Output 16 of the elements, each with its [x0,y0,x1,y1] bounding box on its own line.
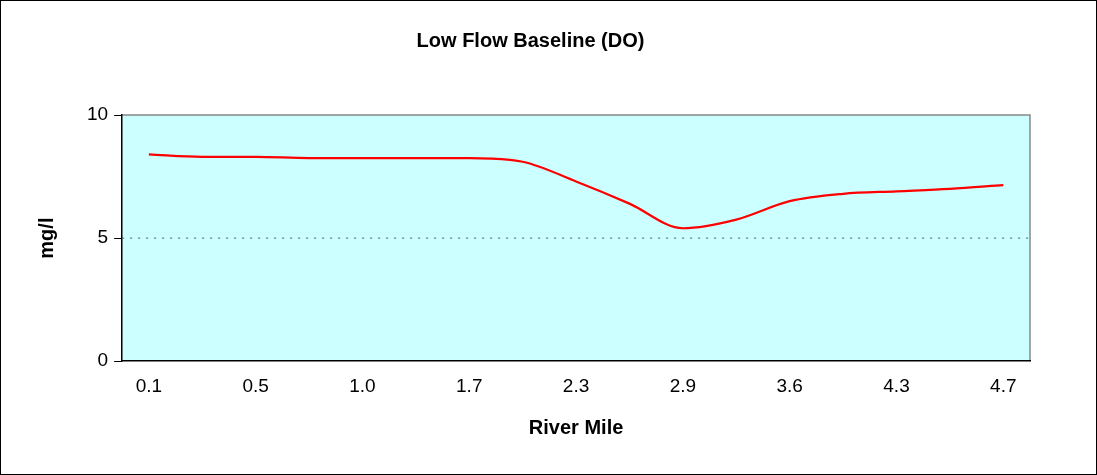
x-tick-label: 4.3 [883,374,910,396]
chart-title: Low Flow Baseline (DO) [416,28,645,51]
x-tick-label: 2.9 [669,374,697,396]
y-tick-label: 10 [86,103,109,125]
x-axis-title: River Mile [528,415,624,438]
y-axis-title: mg/l [34,217,57,259]
x-tick-label: 1.7 [456,374,483,396]
x-tick-label: 1.0 [349,374,376,396]
x-tick-label: 0.1 [135,374,163,396]
x-tick-label: 2.3 [562,374,590,396]
x-tick-label: 4.7 [990,374,1017,396]
x-tick-label: 0.5 [242,374,269,396]
line-series [147,153,1005,230]
x-tick-label: 3.6 [776,374,803,396]
y-tick-label: 0 [97,349,109,371]
y-tick-label: 5 [97,226,109,248]
